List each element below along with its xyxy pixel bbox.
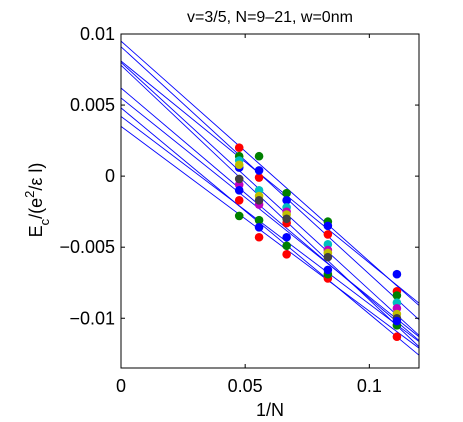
x-tick-label: 0	[116, 376, 126, 396]
data-point	[254, 151, 264, 161]
fit-line	[121, 62, 419, 336]
y-label-sup: 2	[22, 191, 37, 198]
fit-line	[121, 126, 419, 349]
x-axis-label: 1/N	[256, 400, 284, 420]
y-ticks: 0.01 0.005 0 −0.005 −0.01	[59, 24, 419, 328]
plot-frame	[120, 33, 420, 369]
data-points	[234, 143, 402, 342]
svg-text:Ec/(e2/ε l): Ec/(e2/ε l)	[22, 163, 52, 238]
fit-lines	[121, 40, 419, 356]
data-point	[282, 241, 291, 251]
x-ticks: 0 0.05 0.1	[116, 34, 382, 396]
data-point	[234, 143, 244, 153]
y-label-sub: c	[37, 218, 52, 225]
data-point	[323, 252, 333, 262]
data-point	[234, 186, 244, 195]
fit-line	[121, 87, 419, 341]
x-tick-label: 0.1	[357, 376, 382, 396]
data-point	[234, 174, 244, 184]
data-point	[323, 221, 333, 231]
fit-line	[121, 40, 419, 306]
data-point	[254, 222, 264, 232]
data-point	[282, 188, 291, 198]
data-point	[323, 230, 333, 239]
data-point	[234, 211, 244, 221]
fit-line	[121, 60, 419, 304]
fit-line	[121, 107, 419, 356]
data-point	[392, 332, 402, 342]
fit-line	[121, 97, 419, 338]
y-label-tail: /ε l)	[26, 163, 46, 191]
data-point	[392, 291, 402, 300]
y-tick-label: 0	[105, 166, 115, 186]
y-tick-label: 0.01	[80, 24, 115, 44]
y-label-rest: /(e	[26, 198, 46, 219]
fit-line	[121, 116, 419, 342]
data-point	[254, 215, 264, 225]
x-tick-label: 0.05	[228, 376, 263, 396]
y-axis-label: Ec/(e2/ε l)	[22, 163, 52, 238]
data-point	[254, 232, 264, 242]
data-point	[234, 195, 244, 205]
data-point	[254, 166, 264, 175]
fit-line	[121, 64, 419, 348]
data-point	[392, 316, 402, 326]
chart-title: v=3/5, N=9–21, w=0nm	[187, 9, 353, 26]
y-label-main: E	[26, 225, 46, 237]
fit-line	[121, 46, 419, 321]
data-point	[282, 249, 291, 259]
data-point	[254, 173, 264, 182]
data-point	[282, 214, 291, 224]
data-point	[323, 265, 333, 275]
y-tick-label: −0.01	[69, 308, 115, 328]
data-point	[392, 269, 402, 279]
y-tick-label: −0.005	[59, 237, 115, 257]
data-point	[282, 195, 291, 205]
data-point	[254, 195, 264, 205]
y-tick-label: 0.005	[70, 95, 115, 115]
data-point	[282, 232, 291, 242]
data-point	[234, 160, 244, 170]
